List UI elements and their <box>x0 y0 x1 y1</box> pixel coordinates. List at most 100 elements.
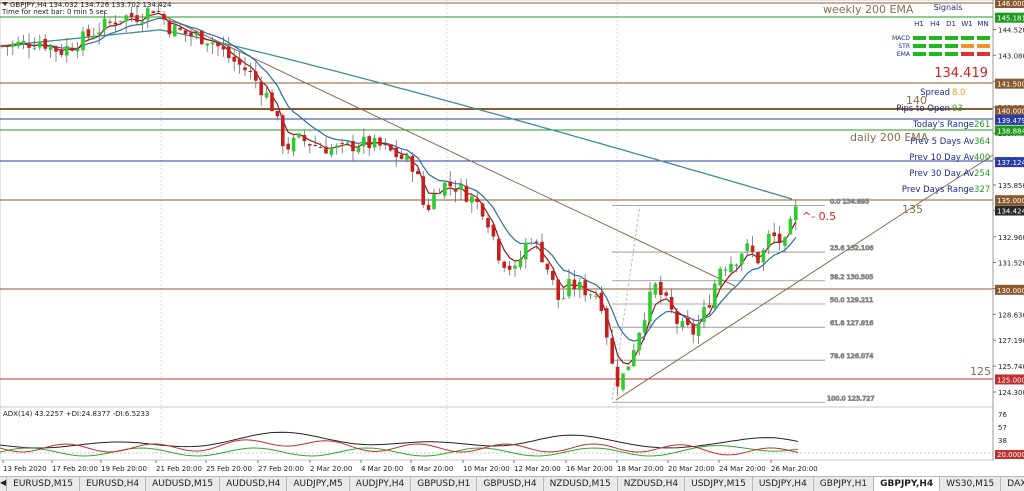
candle-body <box>421 176 425 205</box>
candle-body <box>27 43 31 48</box>
adx-tick-label: 57 <box>998 424 1007 432</box>
downtrend-line[interactable] <box>159 13 736 287</box>
candle-body <box>572 279 577 290</box>
level-lines <box>0 2 993 380</box>
candle-body <box>194 32 199 36</box>
candle-body <box>32 47 37 49</box>
range-label: Today's Range <box>912 120 974 130</box>
price-level-tag-text: 141.500 <box>997 81 1024 89</box>
candle-body <box>772 232 776 237</box>
chart-tab[interactable]: GBPJPY,H4 <box>874 477 941 491</box>
candle-body <box>491 224 496 237</box>
chart-tab[interactable]: NZDUSD,H4 <box>618 477 686 491</box>
time-tick-label: 21 Feb 20:00 <box>156 465 202 473</box>
price-level-tag-text: 125.000 <box>997 376 1024 384</box>
signal-indicator <box>977 52 990 56</box>
candle-body <box>11 43 15 47</box>
chart-tab[interactable]: USDJPY,M15 <box>685 477 753 491</box>
candle-body <box>216 42 220 47</box>
candle-body <box>594 295 598 297</box>
candle-body <box>21 40 26 44</box>
pips-label: Pips to Open <box>896 104 950 114</box>
chart-tab[interactable]: AUDJPY,M5 <box>287 477 350 491</box>
signal-timeframe-label: W1 <box>961 20 972 28</box>
candle-body <box>318 147 323 149</box>
candle-body <box>173 25 177 37</box>
candle-body <box>162 13 166 20</box>
candle-body <box>43 38 47 49</box>
price-tick-label: 132.960 <box>998 234 1024 242</box>
price-level-tag-text: 130.000 <box>997 287 1024 295</box>
candle-body <box>453 189 458 192</box>
level-140-label: 140 <box>906 94 927 107</box>
candle-body <box>610 338 614 364</box>
price-level-tag-text: 139.479 <box>997 117 1024 125</box>
chart-tab[interactable]: AUDJPY,H4 <box>350 477 412 491</box>
chart-tab[interactable]: GBPJPY,H1 <box>814 477 875 491</box>
fib-level-label: 50.0 129.211 <box>830 296 873 304</box>
candle-body <box>259 81 263 96</box>
signal-indicator <box>945 52 958 56</box>
price-axis[interactable]: 144.520143.080141.630140.190138.740137.3… <box>992 0 1024 460</box>
chart-tab[interactable]: DAX30,M15 <box>1001 477 1024 491</box>
chart-tab[interactable]: GBPUSD,H1 <box>411 477 478 491</box>
candle-body <box>48 45 53 50</box>
time-tick-label: 13 Feb 2020 <box>3 465 47 473</box>
signal-indicator <box>929 36 942 40</box>
candle-body <box>448 181 452 187</box>
prev5-value: 364 <box>974 137 990 147</box>
chart-tab[interactable]: EURUSD,M15 <box>7 477 80 491</box>
price-level-tag <box>995 12 1024 23</box>
candle-body <box>102 18 107 31</box>
candle-body <box>567 278 571 297</box>
uptrend-line[interactable] <box>615 154 994 401</box>
candle-body <box>372 137 377 148</box>
chart-tab[interactable]: AUDUSD,M15 <box>146 477 221 491</box>
candle-body <box>243 67 247 71</box>
candle-body <box>70 47 74 51</box>
candle-body <box>675 311 679 324</box>
prev10-value: 400 <box>974 153 990 163</box>
candle-body <box>443 182 447 196</box>
candle-body <box>135 15 139 22</box>
candle-body <box>308 144 312 146</box>
candle-body <box>794 206 798 221</box>
chart-tab[interactable]: AUDUSD,H4 <box>220 477 288 491</box>
signal-indicator <box>913 44 926 48</box>
chart-tab[interactable]: GBPUSD,H4 <box>477 477 544 491</box>
time-tick-label: 25 Feb 20:00 <box>206 465 252 473</box>
chart-tab[interactable]: USDJPY,H4 <box>753 477 814 491</box>
candle-body <box>534 241 539 243</box>
price-level-tag-text: 146.000 <box>997 0 1024 8</box>
price-level-tag-text: 138.884 <box>997 128 1024 136</box>
fibonacci-retracement[interactable]: 0.0 134.695 23.6 132.106 38.2 130.505 50.0 … <box>612 197 875 403</box>
candle-body <box>734 264 739 266</box>
candle-body <box>345 142 350 144</box>
adx-level-tag <box>995 450 1024 459</box>
candle-body <box>383 143 388 145</box>
time-tick-label: 10 Mar 20:00 <box>463 465 510 473</box>
chart-tab[interactable]: EURUSD,H4 <box>80 477 147 491</box>
time-tick-label: 4 Mar 20:00 <box>361 465 403 473</box>
prevdays-value: 327 <box>974 185 990 195</box>
candle-body <box>659 281 663 295</box>
candle-body <box>497 238 501 261</box>
tab-scroll-left-icon[interactable]: ◀ <box>0 477 8 491</box>
chart-tab-bar: ◀ EURUSD,M15 EURUSD,H4 AUDUSD,M15 AUDUSD,H4… <box>0 476 1024 491</box>
pips-value: 93 <box>952 104 963 114</box>
chart-tab[interactable]: NZDUSD,M15 <box>544 477 618 491</box>
candle-body <box>745 243 749 251</box>
candle-body <box>475 198 479 202</box>
time-tick-label: 24 Mar 20:00 <box>719 465 766 473</box>
prevdays-label: Prev Days Range <box>902 185 974 195</box>
candle-body <box>146 8 150 20</box>
signal-timeframe-label: H4 <box>930 20 940 28</box>
chart-tab[interactable]: WS30,M15 <box>940 477 1002 491</box>
candle-body <box>362 136 366 147</box>
candle-body <box>178 27 182 30</box>
candle-body <box>416 171 420 175</box>
candle-body <box>16 41 20 47</box>
fib-level-label: 100.0 123.727 <box>827 394 875 402</box>
time-tick-label: 20 Mar 20:00 <box>668 465 715 473</box>
